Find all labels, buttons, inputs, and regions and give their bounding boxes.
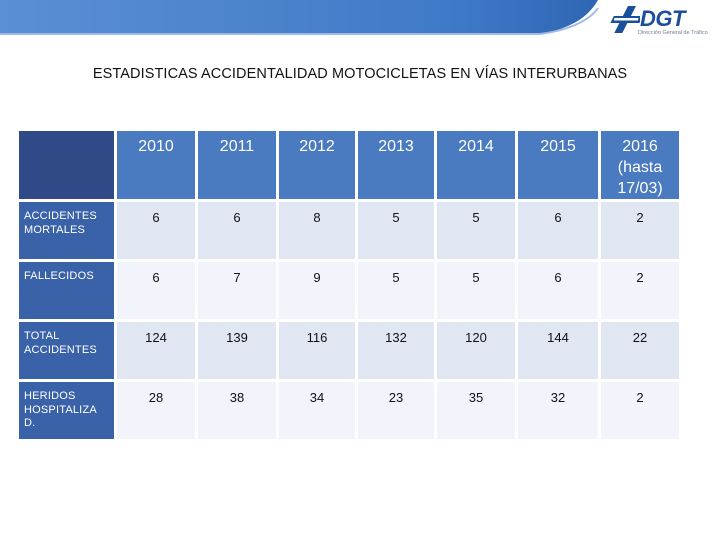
column-header: 2010 bbox=[117, 131, 195, 199]
table-cell: 5 bbox=[437, 202, 515, 259]
column-header: 2016 (hasta 17/03) bbox=[601, 131, 679, 199]
table-cell: 6 bbox=[518, 202, 598, 259]
header-banner-shape bbox=[0, 0, 599, 35]
table-corner-cell bbox=[19, 131, 114, 199]
table-cell: 6 bbox=[198, 202, 276, 259]
table-cell: 28 bbox=[117, 382, 195, 439]
column-header: 2011 bbox=[198, 131, 276, 199]
table-cell: 144 bbox=[518, 322, 598, 379]
table-row: ACCIDENTES MORTALES 6 6 8 5 5 6 2 bbox=[19, 202, 679, 259]
table-cell: 132 bbox=[358, 322, 434, 379]
table-row: TOTAL ACCIDENTES 124 139 116 132 120 144… bbox=[19, 322, 679, 379]
table-cell: 38 bbox=[198, 382, 276, 439]
table-cell: 34 bbox=[279, 382, 355, 439]
row-label: HERIDOS HOSPITALIZA D. bbox=[19, 382, 114, 439]
column-header: 2012 bbox=[279, 131, 355, 199]
dgt-logo: DGT Dirección General de Tráfico bbox=[608, 4, 718, 46]
column-header: 2014 bbox=[437, 131, 515, 199]
table-cell: 116 bbox=[279, 322, 355, 379]
table-cell: 5 bbox=[358, 202, 434, 259]
table-cell: 7 bbox=[198, 262, 276, 319]
table-cell: 6 bbox=[117, 262, 195, 319]
table-cell: 22 bbox=[601, 322, 679, 379]
table-cell: 5 bbox=[358, 262, 434, 319]
table-cell: 32 bbox=[518, 382, 598, 439]
table-cell: 9 bbox=[279, 262, 355, 319]
table-row: FALLECIDOS 6 7 9 5 5 6 2 bbox=[19, 262, 679, 319]
column-header: 2015 bbox=[518, 131, 598, 199]
table-cell: 139 bbox=[198, 322, 276, 379]
header-banner bbox=[0, 0, 720, 36]
table-cell: 5 bbox=[437, 262, 515, 319]
row-label: FALLECIDOS bbox=[19, 262, 114, 319]
logo-text: DGT bbox=[640, 6, 685, 31]
row-label: TOTAL ACCIDENTES bbox=[19, 322, 114, 379]
table-header-row: 2010 2011 2012 2013 2014 2015 2016 (hast… bbox=[19, 131, 679, 199]
table-cell: 23 bbox=[358, 382, 434, 439]
page-title: ESTADISTICAS ACCIDENTALIDAD MOTOCICLETAS… bbox=[92, 66, 628, 82]
logo-subtitle: Dirección General de Tráfico bbox=[638, 30, 708, 36]
table-cell: 6 bbox=[518, 262, 598, 319]
table-cell: 35 bbox=[437, 382, 515, 439]
table-cell: 2 bbox=[601, 202, 679, 259]
table-cell: 6 bbox=[117, 202, 195, 259]
row-label: ACCIDENTES MORTALES bbox=[19, 202, 114, 259]
table-cell: 2 bbox=[601, 382, 679, 439]
table-cell: 2 bbox=[601, 262, 679, 319]
table-row: HERIDOS HOSPITALIZA D. 28 38 34 23 35 32… bbox=[19, 382, 679, 439]
table-cell: 8 bbox=[279, 202, 355, 259]
dgt-cross-icon bbox=[610, 6, 640, 33]
column-header: 2013 bbox=[358, 131, 434, 199]
accident-stats-table: 2010 2011 2012 2013 2014 2015 2016 (hast… bbox=[16, 128, 682, 442]
table-cell: 120 bbox=[437, 322, 515, 379]
table-cell: 124 bbox=[117, 322, 195, 379]
